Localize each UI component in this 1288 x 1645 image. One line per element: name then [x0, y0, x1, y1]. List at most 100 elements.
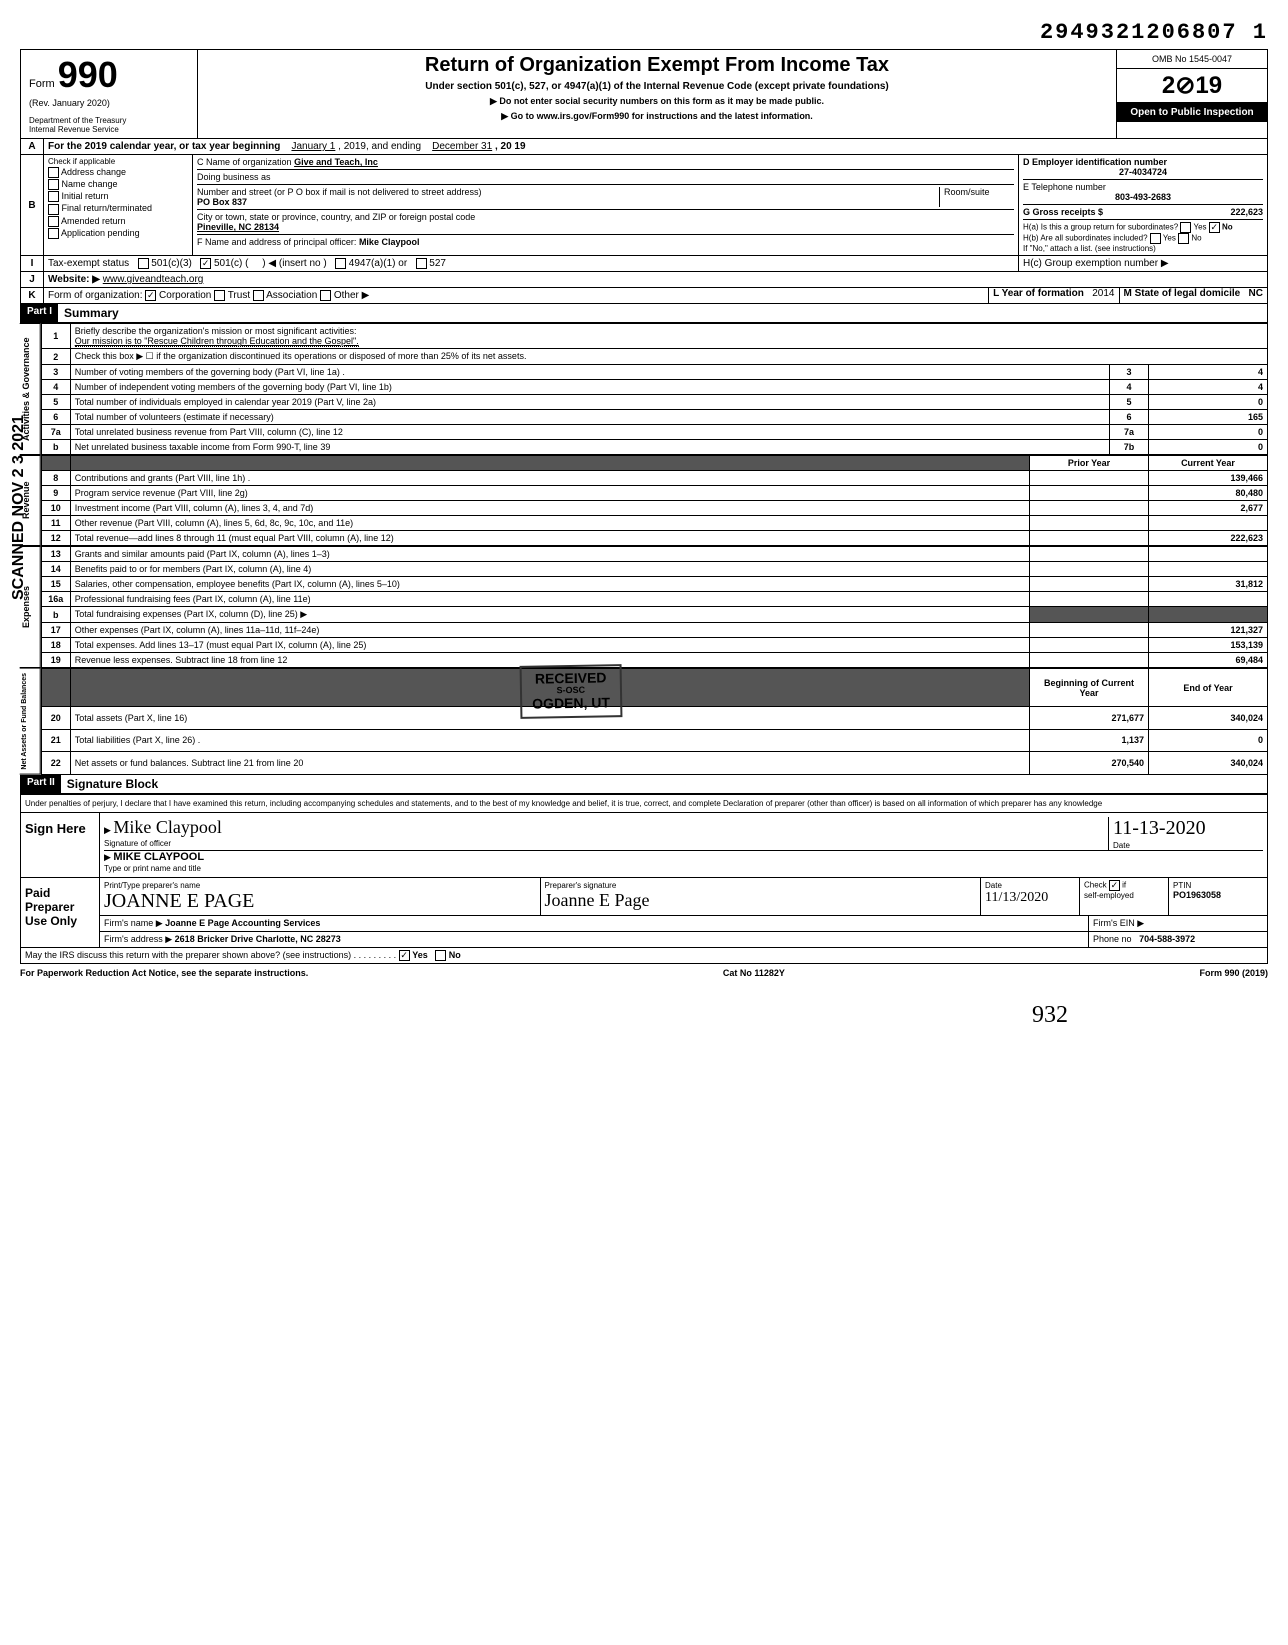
sig-officer-label: Signature of officer	[104, 839, 171, 848]
gov-4-n: 4	[41, 380, 70, 395]
firm-phone: 704-588-3972	[1139, 934, 1195, 944]
b-label: Check if applicable	[48, 157, 188, 166]
sig-type-label: Type or print name and title	[104, 864, 201, 873]
gov-3-val: 4	[1149, 365, 1268, 380]
exp-17-desc: Other expenses (Part IX, column (A), lin…	[70, 623, 1029, 638]
prep-sig-label: Preparer's signature	[545, 881, 617, 890]
exp-19-n: 19	[41, 653, 70, 668]
section-b-to-h: B Check if applicable Address change Nam…	[20, 155, 1268, 256]
net-20-n: 20	[41, 706, 70, 729]
rev-9-n: 9	[41, 486, 70, 501]
cb-other[interactable]	[320, 290, 331, 301]
sig-date: 11-13-2020	[1113, 817, 1206, 839]
phone: 803-493-2683	[1023, 192, 1263, 202]
exp-16a-desc: Professional fundraising fees (Part IX, …	[70, 592, 1029, 607]
exp-16a-val	[1149, 592, 1268, 607]
gross-receipts: 222,623	[1230, 207, 1263, 217]
officer-signature: Mike Claypool	[113, 817, 222, 837]
side-expenses: Expenses	[20, 546, 41, 668]
gov-3-n: 3	[41, 365, 70, 380]
street-label: Number and street (or P O box if mail is…	[197, 187, 481, 197]
org-info: C Name of organization Give and Teach, I…	[193, 155, 1019, 255]
cb-pending[interactable]: Application pending	[48, 228, 188, 239]
gov-7b-desc: Net unrelated business taxable income fr…	[70, 440, 1109, 455]
gov-5-val: 0	[1149, 395, 1268, 410]
cb-corp[interactable]: ✓	[145, 290, 156, 301]
side-netassets: Net Assets or Fund Balances	[20, 668, 41, 775]
gov-7a-desc: Total unrelated business revenue from Pa…	[70, 425, 1109, 440]
k-label: Form of organization:	[48, 290, 143, 301]
city: Pineville, NC 28134	[197, 222, 279, 232]
omb-number: OMB No 1545-0047	[1117, 50, 1267, 69]
rev-11-val	[1149, 516, 1268, 531]
cb-501c3[interactable]	[138, 258, 149, 269]
exp-14-val	[1149, 562, 1268, 577]
signature-block: Under penalties of perjury, I declare th…	[20, 794, 1268, 964]
cb-final-return[interactable]: Final return/terminated	[48, 203, 188, 214]
room-label: Room/suite	[939, 187, 1014, 207]
cb-527[interactable]	[416, 258, 427, 269]
open-public: Open to Public Inspection	[1117, 103, 1267, 122]
rev-10-desc: Investment income (Part VIII, column (A)…	[70, 501, 1029, 516]
ha-no[interactable]: ✓	[1209, 222, 1220, 233]
street: PO Box 837	[197, 197, 247, 207]
cb-4947[interactable]	[335, 258, 346, 269]
cb-address-change[interactable]: Address change	[48, 167, 188, 178]
ein: 27-4034724	[1023, 167, 1263, 177]
form-prefix: Form	[29, 78, 55, 90]
summary-expenses: Expenses 13Grants and similar amounts pa…	[20, 546, 1268, 668]
part-ii-header: Part II Signature Block	[20, 775, 1268, 794]
cb-501c[interactable]: ✓	[200, 258, 211, 269]
exp-13-val	[1149, 547, 1268, 562]
stamp-ogden: OGDEN, UT	[532, 696, 610, 713]
hb-no[interactable]	[1178, 233, 1189, 244]
form-revision: (Rev. January 2020)	[29, 98, 189, 108]
handwritten-932: 932	[20, 1002, 1268, 1029]
gov-7a-val: 0	[1149, 425, 1268, 440]
irs-yes[interactable]: ✓	[399, 950, 410, 961]
cb-initial-return[interactable]: Initial return	[48, 191, 188, 202]
part-i-label: Part I	[21, 304, 58, 322]
year-formation: 2014	[1092, 288, 1114, 299]
rev-12-desc: Total revenue—add lines 8 through 11 (mu…	[70, 531, 1029, 546]
gov-6-n: 6	[41, 410, 70, 425]
irs-no[interactable]	[435, 950, 446, 961]
i-label: Tax-exempt status	[48, 258, 129, 269]
cb-assoc[interactable]	[253, 290, 264, 301]
exp-18-desc: Total expenses. Add lines 13–17 (must eq…	[70, 638, 1029, 653]
net-21-begin: 1,137	[1030, 729, 1149, 752]
exp-13-desc: Grants and similar amounts paid (Part IX…	[70, 547, 1029, 562]
gov-6-val: 165	[1149, 410, 1268, 425]
firm-name: Joanne E Page Accounting Services	[165, 918, 320, 928]
part-ii-label: Part II	[21, 775, 61, 793]
form-subtitle: Under section 501(c), 527, or 4947(a)(1)…	[202, 81, 1112, 92]
city-label: City or town, state or province, country…	[197, 212, 475, 222]
exp-17-n: 17	[41, 623, 70, 638]
side-governance: Activities & Governance	[20, 323, 41, 455]
prep-name: JOANNE E PAGE	[104, 890, 254, 912]
exp-15-val: 31,812	[1149, 577, 1268, 592]
gov-7b-box: 7b	[1110, 440, 1149, 455]
paperwork-notice: For Paperwork Reduction Act Notice, see …	[20, 968, 308, 978]
gov-4-desc: Number of independent voting members of …	[70, 380, 1109, 395]
officer-label: F Name and address of principal officer:	[197, 237, 356, 247]
cat-no: Cat No 11282Y	[723, 968, 785, 978]
ha-yes[interactable]	[1180, 222, 1191, 233]
cb-name-change[interactable]: Name change	[48, 179, 188, 190]
cb-trust[interactable]	[214, 290, 225, 301]
begin-date: January 1	[291, 141, 335, 152]
hb-label: H(b) Are all subordinates included?	[1023, 234, 1148, 243]
end-year: , 20 19	[495, 141, 526, 152]
exp-16b-n: b	[41, 607, 70, 623]
exp-18-val: 153,139	[1149, 638, 1268, 653]
gov-7b-n: b	[41, 440, 70, 455]
firm-addr: 2618 Bricker Drive Charlotte, NC 28273	[175, 934, 341, 944]
form-ref: Form 990 (2019)	[1199, 968, 1268, 978]
cb-amended[interactable]: Amended return	[48, 216, 188, 227]
exp-16b-desc: Total fundraising expenses (Part IX, col…	[70, 607, 1029, 623]
e-label: E Telephone number	[1023, 182, 1106, 192]
org-name: Give and Teach, Inc	[294, 157, 378, 167]
hb-yes[interactable]	[1150, 233, 1161, 244]
net-20-end: 340,024	[1149, 706, 1268, 729]
ptin-label: PTIN	[1173, 881, 1191, 890]
